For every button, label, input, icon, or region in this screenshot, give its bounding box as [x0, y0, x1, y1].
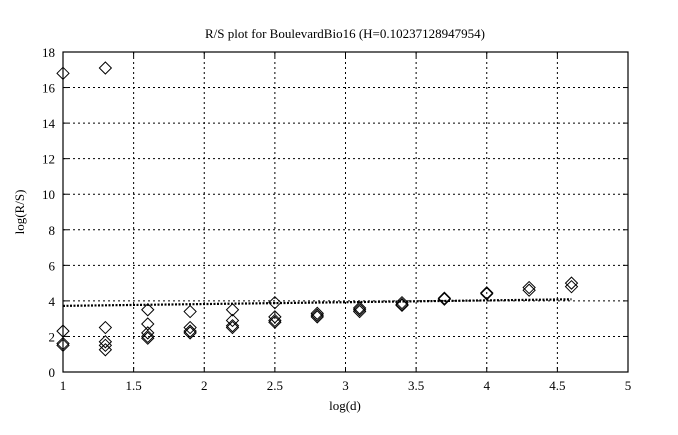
data-point [98, 335, 113, 349]
data-point [141, 331, 155, 345]
data-point [310, 310, 324, 324]
data-point [352, 301, 367, 315]
y-tick-label: 2 [49, 329, 56, 344]
data-point [98, 61, 113, 75]
data-point [141, 329, 155, 344]
data-point [522, 283, 536, 297]
data-point [564, 279, 579, 294]
data-point [395, 295, 409, 310]
data-point [141, 326, 155, 340]
x-tick-label: 1 [60, 378, 67, 393]
data-point [183, 320, 197, 335]
data-point [522, 280, 536, 295]
data-point [352, 304, 367, 319]
fit-line-group [62, 298, 572, 307]
y-tick-label: 16 [42, 81, 56, 96]
x-axis-label: log(d) [329, 398, 361, 413]
ticks: 1 1.5 2 2.5 3 3.5 4 4.5 5 0 2 4 6 8 10 12 14 16 18 [42, 45, 631, 393]
y-tick-label: 8 [49, 223, 56, 238]
data-point [395, 297, 409, 312]
data-point [395, 298, 409, 313]
y-tick-label: 4 [49, 294, 56, 309]
x-tick-label: 1.5 [126, 378, 142, 393]
data-point [437, 292, 452, 306]
chart-title: R/S plot for BoulevardBio16 (H=0.1023712… [205, 26, 485, 41]
y-tick-label: 14 [42, 116, 56, 131]
data-point [183, 326, 197, 340]
x-tick-label: 2 [201, 378, 208, 393]
data-point [225, 313, 240, 328]
data-point [98, 343, 113, 357]
data-point [352, 303, 367, 317]
data-point [225, 303, 240, 317]
data-point [141, 317, 155, 331]
x-tick-label: 2.5 [267, 378, 283, 393]
data-point [98, 338, 113, 353]
fit-line [62, 298, 572, 307]
x-tick-label: 3.5 [408, 378, 424, 393]
plot-frame [62, 51, 629, 373]
grid [63, 52, 628, 372]
data-point [310, 308, 324, 322]
data-point [268, 295, 282, 310]
data-point [183, 304, 197, 319]
data-point [98, 320, 113, 335]
data-point [268, 313, 282, 328]
y-tick-label: 18 [42, 45, 55, 60]
data-point [310, 306, 324, 321]
y-tick-label: 6 [49, 258, 56, 273]
y-axis-label: log(R/S) [12, 190, 27, 235]
data-point [225, 320, 240, 335]
x-tick-label: 5 [625, 378, 632, 393]
data-point [480, 286, 494, 300]
points [56, 61, 579, 357]
y-tick-label: 12 [42, 152, 55, 167]
y-tick-label: 10 [42, 187, 55, 202]
x-tick-label: 4.5 [549, 378, 565, 393]
y-tick-label: 0 [49, 365, 56, 380]
data-point [268, 310, 282, 324]
data-point [225, 319, 240, 333]
data-point [437, 291, 452, 305]
x-tick-label: 3 [342, 378, 349, 393]
data-point [564, 276, 579, 290]
data-point [183, 324, 197, 338]
data-point [141, 303, 155, 317]
data-point [268, 315, 282, 329]
x-tick-label: 4 [484, 378, 491, 393]
data-point [480, 287, 494, 301]
